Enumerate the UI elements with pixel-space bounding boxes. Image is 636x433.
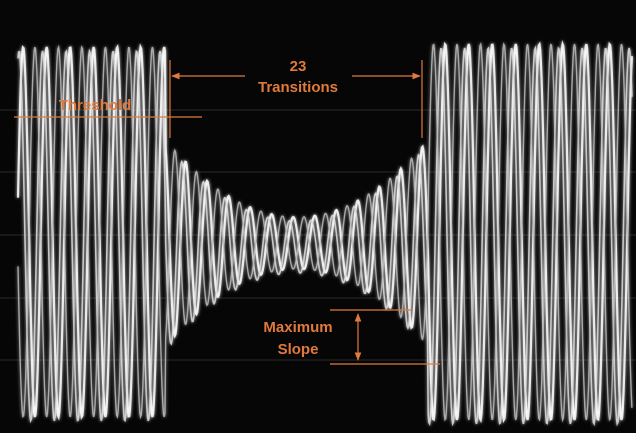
threshold-annotation: Threshold	[14, 97, 202, 118]
waveform	[16, 39, 633, 427]
slope-label-1: Maximum	[263, 319, 332, 336]
trace-sweep	[17, 45, 633, 427]
slope-annotation: Maximum Slope	[263, 309, 440, 365]
transition-count: 23	[290, 58, 307, 75]
transitions-label: Transitions	[258, 79, 338, 96]
slope-label-2: Slope	[278, 341, 319, 358]
trace-sweep	[16, 39, 633, 424]
threshold-label: Threshold	[59, 97, 132, 114]
trace-sweep	[17, 41, 633, 423]
transitions-annotation: 23 Transitions	[169, 58, 423, 138]
